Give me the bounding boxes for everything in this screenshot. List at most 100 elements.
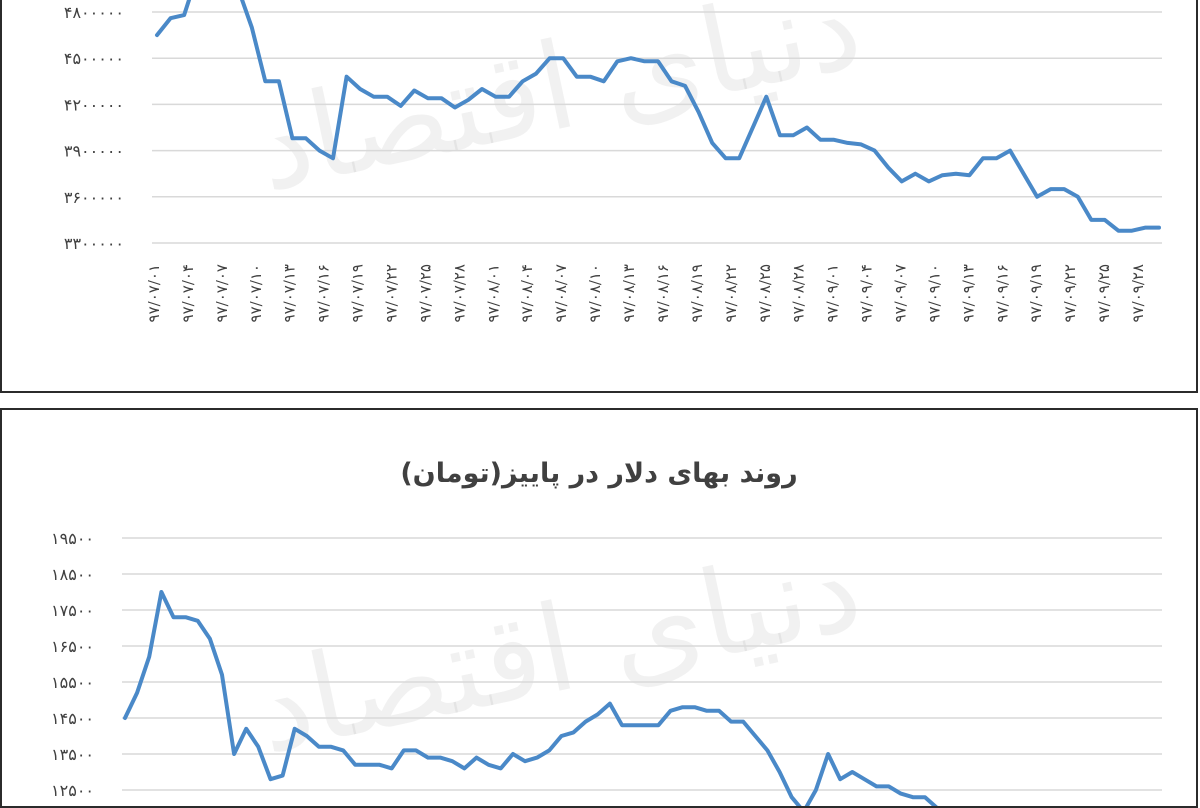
data-point bbox=[135, 691, 139, 694]
y-tick-label: ۱۶۵۰۰ bbox=[51, 637, 94, 656]
data-point bbox=[616, 60, 619, 63]
x-tick-label: ۹۷/۰۸/۱۶ bbox=[654, 264, 672, 322]
data-point bbox=[378, 763, 381, 766]
data-point bbox=[575, 75, 578, 78]
data-point bbox=[413, 89, 416, 92]
y-tick-label: ۳۶۰۰۰۰۰ bbox=[64, 188, 124, 207]
data-point bbox=[390, 767, 393, 770]
data-point bbox=[859, 143, 863, 146]
line-chart-top: ۳۳۰۰۰۰۰ ۳۶۰۰۰۰۰ ۳۹۰۰۰۰۰ ۴۲۰۰۰۰۰ ۴۵۰۰۰۰۰ ۴۸۰۰۰… bbox=[64, 0, 1162, 322]
data-point bbox=[293, 727, 296, 730]
data-point bbox=[507, 95, 511, 98]
data-point bbox=[643, 60, 646, 63]
data-point bbox=[494, 95, 497, 98]
data-point bbox=[232, 752, 236, 756]
x-tick-label: ۹۷/۰۷/۱۳ bbox=[281, 264, 299, 322]
data-point bbox=[511, 752, 515, 756]
data-point bbox=[305, 734, 308, 738]
y-tick-label: ۴۸۰۰۰۰۰ bbox=[64, 3, 124, 22]
data-point bbox=[148, 655, 151, 658]
x-tick-label: ۹۷/۰۷/۱۶ bbox=[315, 264, 333, 322]
data-point bbox=[196, 619, 199, 622]
data-point bbox=[851, 770, 854, 774]
data-point bbox=[839, 778, 842, 781]
series-line bbox=[123, 590, 962, 806]
x-tick-label: ۹۷/۰۷/۱۰ bbox=[247, 264, 265, 322]
data-point bbox=[354, 763, 357, 766]
data-point bbox=[1130, 229, 1134, 232]
x-tick-label: ۹۷/۰۹/۰۴ bbox=[858, 264, 876, 322]
data-point bbox=[345, 75, 348, 78]
data-point bbox=[426, 756, 430, 759]
data-point bbox=[584, 720, 587, 723]
x-tick-label: ۹۷/۰۷/۰۷ bbox=[213, 264, 231, 322]
y-tick-label: ۴۵۰۰۰۰۰ bbox=[64, 49, 124, 68]
data-point bbox=[548, 749, 551, 752]
data-point bbox=[291, 137, 294, 140]
data-point bbox=[629, 57, 633, 60]
x-tick-label: ۹۷/۰۹/۰۱ bbox=[824, 264, 842, 322]
x-tick-label: ۹۷/۰۸/۲۲ bbox=[722, 264, 740, 322]
y-tick-label: ۱۳۵۰۰ bbox=[51, 745, 94, 764]
data-point bbox=[697, 110, 700, 114]
data-point bbox=[366, 763, 369, 766]
data-point bbox=[805, 126, 809, 129]
data-point bbox=[754, 734, 757, 738]
data-point bbox=[399, 104, 402, 108]
data-point bbox=[954, 172, 958, 175]
data-point bbox=[608, 702, 612, 705]
y-tick-label: ۱۸۵۰۰ bbox=[51, 565, 94, 584]
data-point bbox=[981, 157, 985, 160]
data-point bbox=[160, 590, 163, 594]
data-point bbox=[863, 778, 866, 781]
data-point bbox=[250, 26, 253, 29]
data-point bbox=[534, 72, 538, 75]
data-point bbox=[826, 752, 830, 756]
data-point bbox=[155, 33, 159, 37]
data-point bbox=[560, 734, 563, 738]
data-point bbox=[589, 75, 592, 78]
data-point bbox=[480, 87, 484, 91]
data-point bbox=[535, 756, 539, 759]
data-point bbox=[426, 97, 429, 100]
data-point bbox=[548, 57, 551, 60]
data-point bbox=[439, 756, 442, 759]
data-point bbox=[467, 98, 470, 102]
x-tick-label: ۹۷/۰۸/۰۴ bbox=[518, 264, 536, 322]
data-point bbox=[386, 95, 389, 98]
x-tick-label: ۹۷/۰۹/۲۵ bbox=[1095, 264, 1113, 322]
data-point bbox=[172, 616, 175, 619]
data-point bbox=[873, 149, 876, 152]
data-point bbox=[742, 720, 745, 723]
x-tick-label: ۹۷/۰۹/۱۰ bbox=[925, 264, 943, 322]
x-tick-label: ۹۷/۰۷/۲۲ bbox=[383, 264, 401, 322]
data-point bbox=[562, 57, 565, 60]
data-point bbox=[941, 174, 944, 177]
data-point bbox=[208, 637, 212, 640]
data-point bbox=[1117, 229, 1120, 232]
data-point bbox=[729, 720, 733, 723]
x-tick-label: ۹۷/۰۸/۲۵ bbox=[756, 264, 774, 322]
data-point bbox=[402, 749, 405, 752]
data-point bbox=[220, 673, 224, 676]
data-point bbox=[440, 97, 443, 100]
data-point bbox=[711, 141, 714, 145]
x-tick-label: ۹۷/۰۹/۱۳ bbox=[959, 264, 977, 322]
data-point bbox=[670, 80, 673, 83]
data-point bbox=[632, 724, 636, 727]
x-tick-label: ۹۷/۰۹/۱۶ bbox=[993, 264, 1011, 322]
data-point bbox=[1049, 187, 1052, 191]
data-point bbox=[358, 87, 362, 91]
x-tick-label: ۹۷/۰۹/۲۲ bbox=[1061, 264, 1079, 322]
data-point bbox=[1144, 226, 1147, 229]
chart-panel-dollar: روند بهای دلار در پاییز(تومان) دنیای اقت… bbox=[0, 408, 1198, 808]
data-point bbox=[572, 731, 575, 734]
data-point bbox=[1022, 172, 1025, 175]
data-point bbox=[264, 80, 267, 83]
data-point bbox=[277, 80, 281, 83]
data-point bbox=[790, 796, 793, 799]
data-point bbox=[304, 137, 308, 140]
data-point bbox=[602, 80, 605, 83]
x-tick-label: ۹۷/۰۸/۲۸ bbox=[790, 264, 808, 322]
data-point bbox=[968, 174, 971, 177]
